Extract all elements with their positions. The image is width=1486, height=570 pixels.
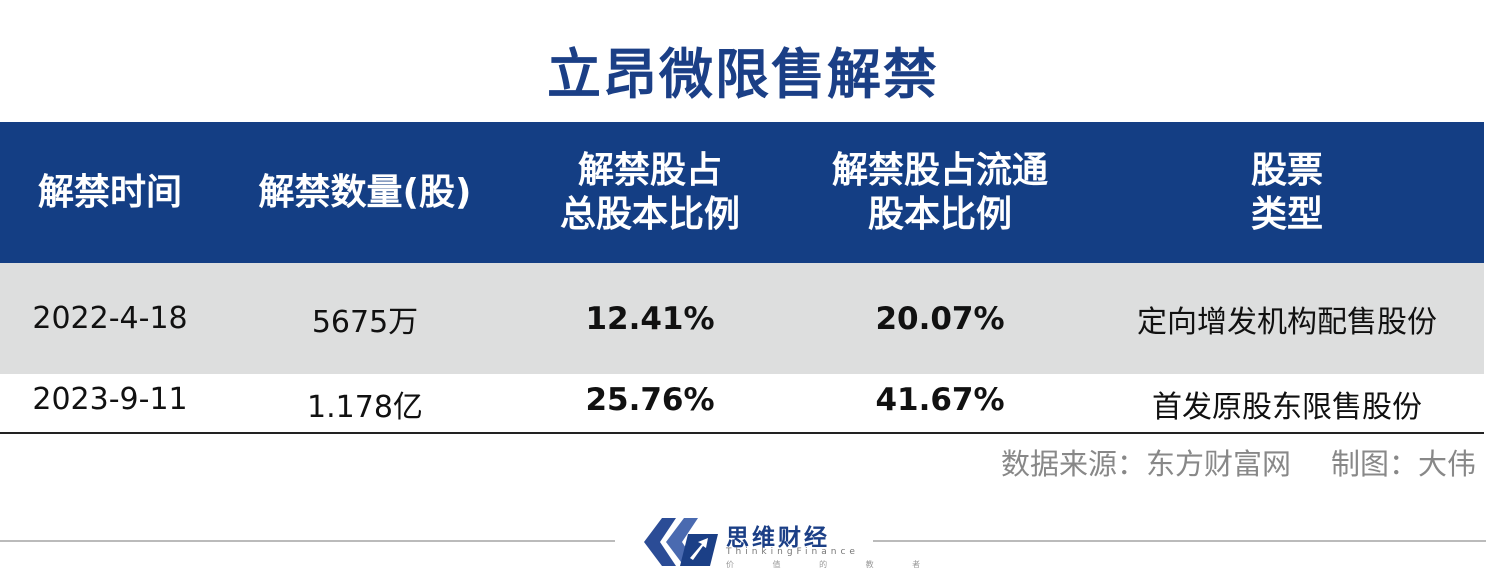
- lockup-expiry-table: 解禁时间 解禁数量(股) 解禁股占 总股本比例 解禁股占流通 股本比例 股票 类…: [0, 122, 1484, 433]
- cell-date: 2022-4-18: [32, 301, 188, 336]
- brand-logo: 思维财经 ThinkingFinance 价 值 的 教 者: [640, 512, 920, 570]
- logo-tagline: 价 值 的 教 者: [726, 560, 939, 569]
- cell-share-type: 首发原股东限售股份: [1152, 390, 1422, 425]
- table-header-row: 解禁时间 解禁数量(股) 解禁股占 总股本比例 解禁股占流通 股本比例 股票 类…: [0, 122, 1484, 263]
- table-bottom-rule: [0, 432, 1484, 434]
- cell-float-ratio: 20.07%: [875, 300, 1005, 337]
- header-share-quantity: 解禁数量(股): [258, 171, 472, 213]
- header-share-type: 股票 类型: [1250, 149, 1323, 235]
- cell-total-ratio: 25.76%: [585, 382, 715, 418]
- page-title: 立昂微限售解禁: [547, 43, 939, 106]
- cell-share-type: 定向增发机构配售股份: [1137, 304, 1437, 340]
- table-row: 2023-9-11 1.178亿 25.76% 41.67% 首发原股东限售股份: [0, 374, 1484, 433]
- cell-float-ratio: 41.67%: [875, 382, 1005, 418]
- logo-name: 思维财经: [726, 525, 830, 551]
- logo-english: ThinkingFinance: [726, 547, 859, 557]
- header-float-share-ratio: 解禁股占流通 股本比例: [831, 149, 1048, 235]
- logo-mark-icon: [644, 518, 718, 566]
- cell-quantity: 1.178亿: [307, 390, 423, 425]
- source-credit: 数据来源：东方财富网 制图：大伟: [1001, 441, 1476, 483]
- table-row: 2022-4-18 5675万 12.41% 20.07% 定向增发机构配售股份: [0, 263, 1484, 374]
- cell-date: 2023-9-11: [32, 382, 188, 417]
- footer-divider-right: [873, 540, 1486, 542]
- cell-total-ratio: 12.41%: [585, 300, 715, 337]
- header-total-share-ratio: 解禁股占 总股本比例: [559, 149, 740, 235]
- data-source-text: 数据来源：东方财富网: [1000, 447, 1291, 481]
- footer-divider-left: [0, 540, 615, 542]
- cell-quantity: 5675万: [311, 304, 419, 340]
- chart-author-text: 制图：大伟: [1330, 447, 1476, 481]
- header-expiry-date: 解禁时间: [37, 171, 182, 213]
